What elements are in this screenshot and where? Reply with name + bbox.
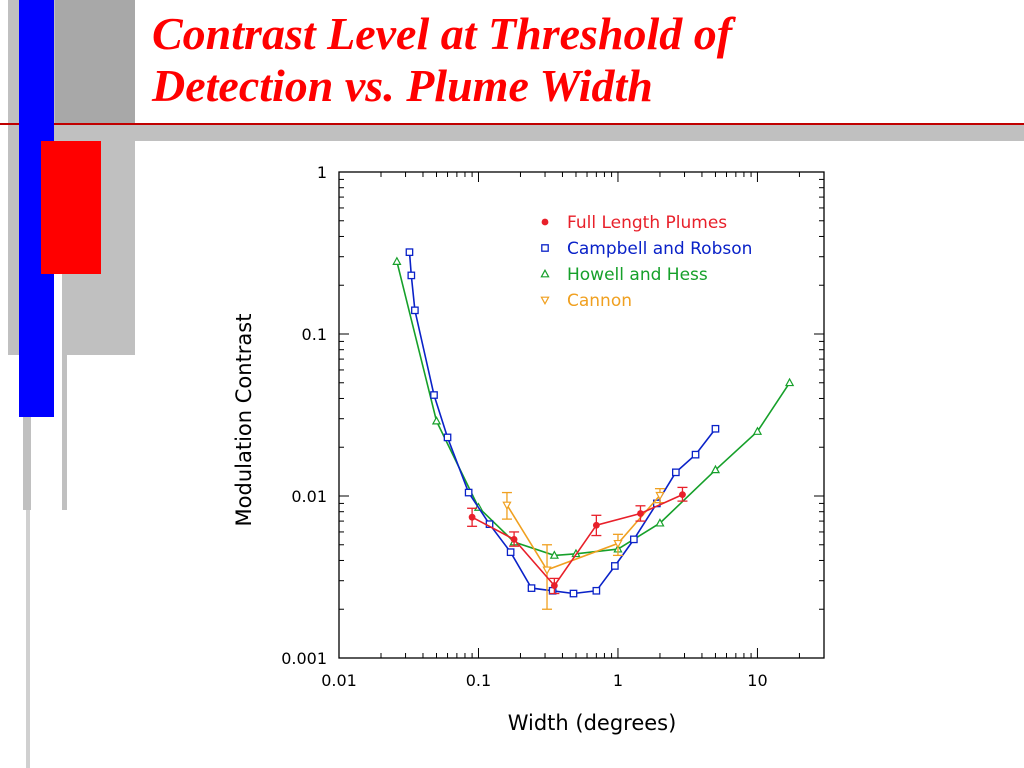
legend-marker-campbell-and-robson [541, 244, 549, 252]
x-axis-title: Width (degrees) [508, 711, 677, 735]
data-point [502, 501, 512, 511]
data-point [691, 450, 700, 459]
data-point [592, 521, 600, 529]
data-point [464, 488, 473, 497]
data-point [592, 586, 601, 595]
data-point [506, 548, 515, 557]
data-point [613, 539, 623, 549]
data-point [411, 306, 419, 315]
series-line-full-length-plumes [471, 493, 683, 587]
x-tick-label: 10 [747, 671, 767, 690]
data-point [407, 271, 416, 280]
data-point [784, 377, 795, 387]
data-point [392, 256, 402, 265]
data-point [671, 468, 680, 477]
series-line-cannon [506, 494, 661, 571]
data-point [510, 535, 518, 543]
legend-marker-howell-and-hess [540, 268, 550, 278]
legend-marker-full-length-plumes [541, 218, 549, 226]
deco-gray-band [31, 125, 1024, 141]
y-tick-label: 0.01 [291, 487, 327, 506]
deco-red-block [41, 141, 101, 274]
deco-gray-strip [26, 510, 30, 768]
y-tick-label: 0.1 [302, 325, 327, 344]
data-point [752, 426, 763, 435]
data-point [405, 248, 414, 257]
data-point [443, 433, 452, 442]
data-point [430, 391, 438, 399]
axis-ticks [338, 171, 825, 659]
series-line-campbell-and-robson [408, 252, 717, 595]
legend-marker-cannon [540, 296, 550, 306]
data-point [655, 491, 665, 501]
legend: Full Length Plumes Campbell and Robson How… [540, 213, 752, 311]
deco-rule-line [0, 123, 1024, 125]
data-point [710, 464, 721, 474]
series-full-length-plumes [467, 486, 688, 595]
data-point [549, 550, 559, 559]
data-point [527, 584, 536, 592]
deco-gray-block-top [55, 0, 135, 125]
data-point [637, 510, 644, 517]
data-point [431, 416, 442, 425]
y-axis-title: Modulation Contrast [232, 314, 256, 527]
axis-tick-labels: 0.01 0.1 1 10 0.001 0.01 0.1 1 [281, 163, 767, 690]
slide-title-line-2: Detection vs. Plume Width [152, 60, 653, 111]
data-point [679, 491, 686, 499]
data-point [611, 562, 619, 570]
slide-title: Contrast Level at Threshold of Detection… [152, 8, 1012, 112]
slide-title-line-1: Contrast Level at Threshold of [152, 8, 733, 59]
plot-frame [338, 171, 825, 659]
x-tick-label: 0.01 [321, 671, 357, 690]
legend-label-howell-and-hess: Howell and Hess [567, 265, 708, 285]
data-point [542, 566, 552, 575]
x-tick-label: 0.1 [466, 671, 491, 690]
x-tick-label: 1 [613, 671, 623, 690]
legend-label-full-length-plumes: Full Length Plumes [567, 213, 727, 233]
series-layer [392, 248, 795, 610]
y-tick-label: 0.001 [281, 649, 327, 668]
data-point [711, 424, 720, 433]
data-point [630, 535, 638, 544]
legend-label-campbell-and-robson: Campbell and Robson [567, 239, 752, 259]
data-point [468, 513, 476, 521]
series-campbell-and-robson [405, 248, 720, 598]
legend-label-cannon: Cannon [567, 291, 632, 311]
data-point [569, 589, 578, 598]
y-tick-label: 1 [317, 163, 327, 182]
data-point [655, 518, 665, 527]
data-point [550, 582, 558, 589]
